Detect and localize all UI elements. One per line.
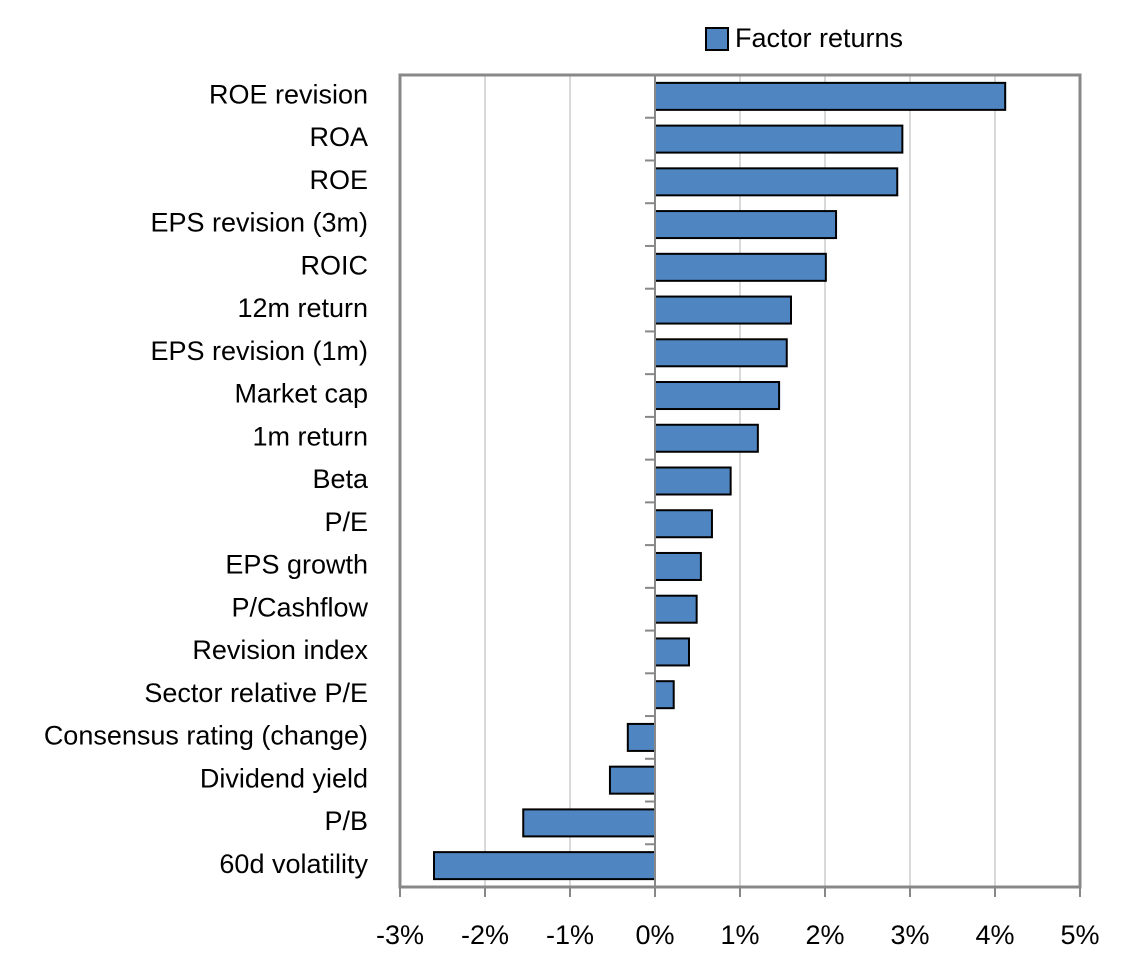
y-tick-label: P/B	[324, 806, 368, 836]
y-tick-label: Sector relative P/E	[144, 678, 368, 708]
bar	[654, 295, 792, 325]
y-tick-label: EPS revision (3m)	[150, 208, 368, 238]
bar	[654, 81, 1007, 111]
y-tick-label: ROE revision	[209, 79, 368, 109]
y-tick-label: Revision index	[192, 635, 368, 665]
bar	[654, 637, 690, 667]
y-tick-label: ROA	[309, 122, 368, 152]
x-tick-label: -2%	[461, 920, 509, 950]
x-tick-label: 4%	[975, 920, 1014, 950]
y-tick-label: ROE	[309, 165, 368, 195]
y-tick-label: Market cap	[234, 379, 368, 409]
x-tick-label: 0%	[635, 920, 674, 950]
bar	[654, 594, 698, 624]
y-tick-label: Dividend yield	[200, 763, 368, 793]
bar	[654, 210, 838, 240]
bar	[654, 509, 713, 539]
y-tick-label: 1m return	[252, 421, 368, 451]
x-tick-label: 2%	[805, 920, 844, 950]
x-tick-label: 5%	[1060, 920, 1099, 950]
bar	[654, 680, 675, 710]
bar	[654, 381, 781, 411]
y-tick-label: P/Cashflow	[231, 592, 368, 622]
bar	[654, 338, 788, 368]
bar	[433, 851, 656, 881]
legend-swatch	[705, 27, 729, 51]
bar	[654, 466, 732, 496]
x-tick-label: 3%	[890, 920, 929, 950]
y-tick-label: ROIC	[301, 250, 369, 280]
x-tick-label: -3%	[376, 920, 424, 950]
legend-label: Factor returns	[735, 23, 903, 53]
bar	[654, 252, 827, 282]
y-tick-label: Beta	[312, 464, 369, 494]
x-tick-label: -1%	[546, 920, 594, 950]
bar	[654, 423, 759, 453]
bar	[654, 167, 899, 197]
y-tick-label: EPS revision (1m)	[150, 336, 368, 366]
y-tick-label: EPS growth	[225, 550, 368, 580]
bar	[626, 722, 656, 752]
bar	[654, 124, 904, 154]
plot-frame	[398, 73, 1082, 889]
y-tick-label: 12m return	[237, 293, 368, 323]
bar	[654, 551, 702, 581]
bar	[608, 765, 657, 795]
y-tick-label: P/E	[324, 507, 368, 537]
x-tick-label: 1%	[720, 920, 759, 950]
bar	[522, 808, 656, 838]
y-tick-label: Consensus rating (change)	[44, 721, 368, 751]
y-tick-label: 60d volatility	[219, 849, 368, 879]
